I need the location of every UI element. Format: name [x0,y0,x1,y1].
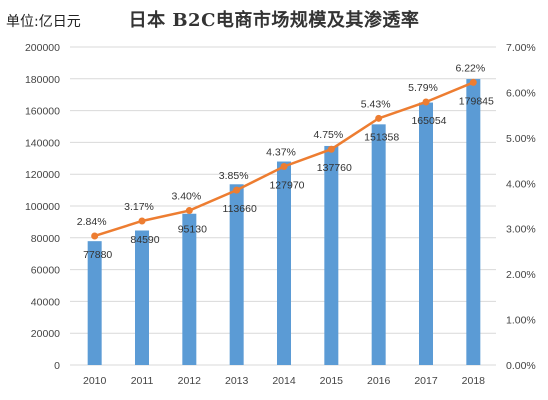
line-point [280,162,288,170]
y-tick-label: 160000 [25,106,60,118]
line-data-label: 3.85% [219,170,249,182]
bar-data-label: 95130 [178,224,207,236]
y2-tick-label: 1.00% [506,315,536,327]
chart-title: 日本 B2C电商市场规模及其渗透率 [128,10,420,31]
bar-data-label: 151358 [364,131,399,143]
y2-tick-label: 6.00% [506,87,536,99]
line-data-label: 2.84% [77,216,107,228]
x-tick-label: 2017 [414,375,438,387]
bar-data-label: 137760 [317,162,352,174]
bar [229,184,244,365]
bar [371,124,386,365]
bar [277,161,291,365]
bar [466,79,481,365]
y-tick-label: 40000 [31,296,60,308]
y-tick-label: 20000 [31,328,60,340]
bar-data-label: 113660 [223,203,257,215]
y-tick-label: 100000 [25,201,60,213]
x-tick-label: 2018 [462,375,486,387]
y-tick-label: 180000 [25,74,60,86]
y2-tick-label: 0.00% [506,360,536,372]
x-tick-label: 2014 [272,375,296,387]
line-point [422,98,430,106]
y-tick-label: 0 [54,360,60,372]
x-tick-label: 2010 [83,375,107,387]
bar [182,213,197,365]
bar [324,145,339,365]
bar-data-label: 77880 [83,249,112,261]
y2-tick-label: 7.00% [506,42,536,54]
bar-data-label: 179845 [459,95,494,107]
line-data-label: 5.43% [361,98,391,110]
line-data-label: 5.79% [408,82,438,94]
line-data-label: 3.17% [124,201,154,213]
line-point [91,232,99,240]
line-data-label: 6.22% [455,62,485,74]
x-tick-label: 2012 [178,375,202,387]
line-point [233,186,241,194]
y2-tick-label: 2.00% [506,269,536,281]
y2-tick-label: 4.00% [506,178,536,190]
line-point [375,114,383,122]
line-point [469,78,477,86]
x-tick-label: 2011 [131,375,154,387]
y-tick-label: 80000 [31,233,60,245]
x-tick-label: 2016 [367,375,391,387]
line-point [327,145,335,153]
bar [87,241,102,365]
y2-tick-label: 5.00% [506,133,536,145]
bar-data-label: 127970 [269,179,304,191]
y2-tick-label: 3.00% [506,224,536,236]
y-tick-label: 200000 [25,42,60,54]
line-point [185,207,193,215]
bar [419,102,433,365]
x-tick-label: 2015 [320,375,344,387]
y-tick-label: 60000 [31,265,60,277]
line-data-label: 4.75% [313,129,343,141]
y-tick-label: 120000 [25,169,60,181]
line-data-label: 4.37% [266,146,296,158]
x-tick-label: 2013 [225,375,249,387]
line-point [138,217,146,225]
y-tick-label: 140000 [25,137,60,149]
bar-data-label: 165054 [411,115,446,127]
unit-label: 单位:亿日元 [6,14,81,30]
bar-data-label: 84590 [130,234,159,246]
line-data-label: 3.40% [171,191,201,203]
bar [135,230,149,365]
